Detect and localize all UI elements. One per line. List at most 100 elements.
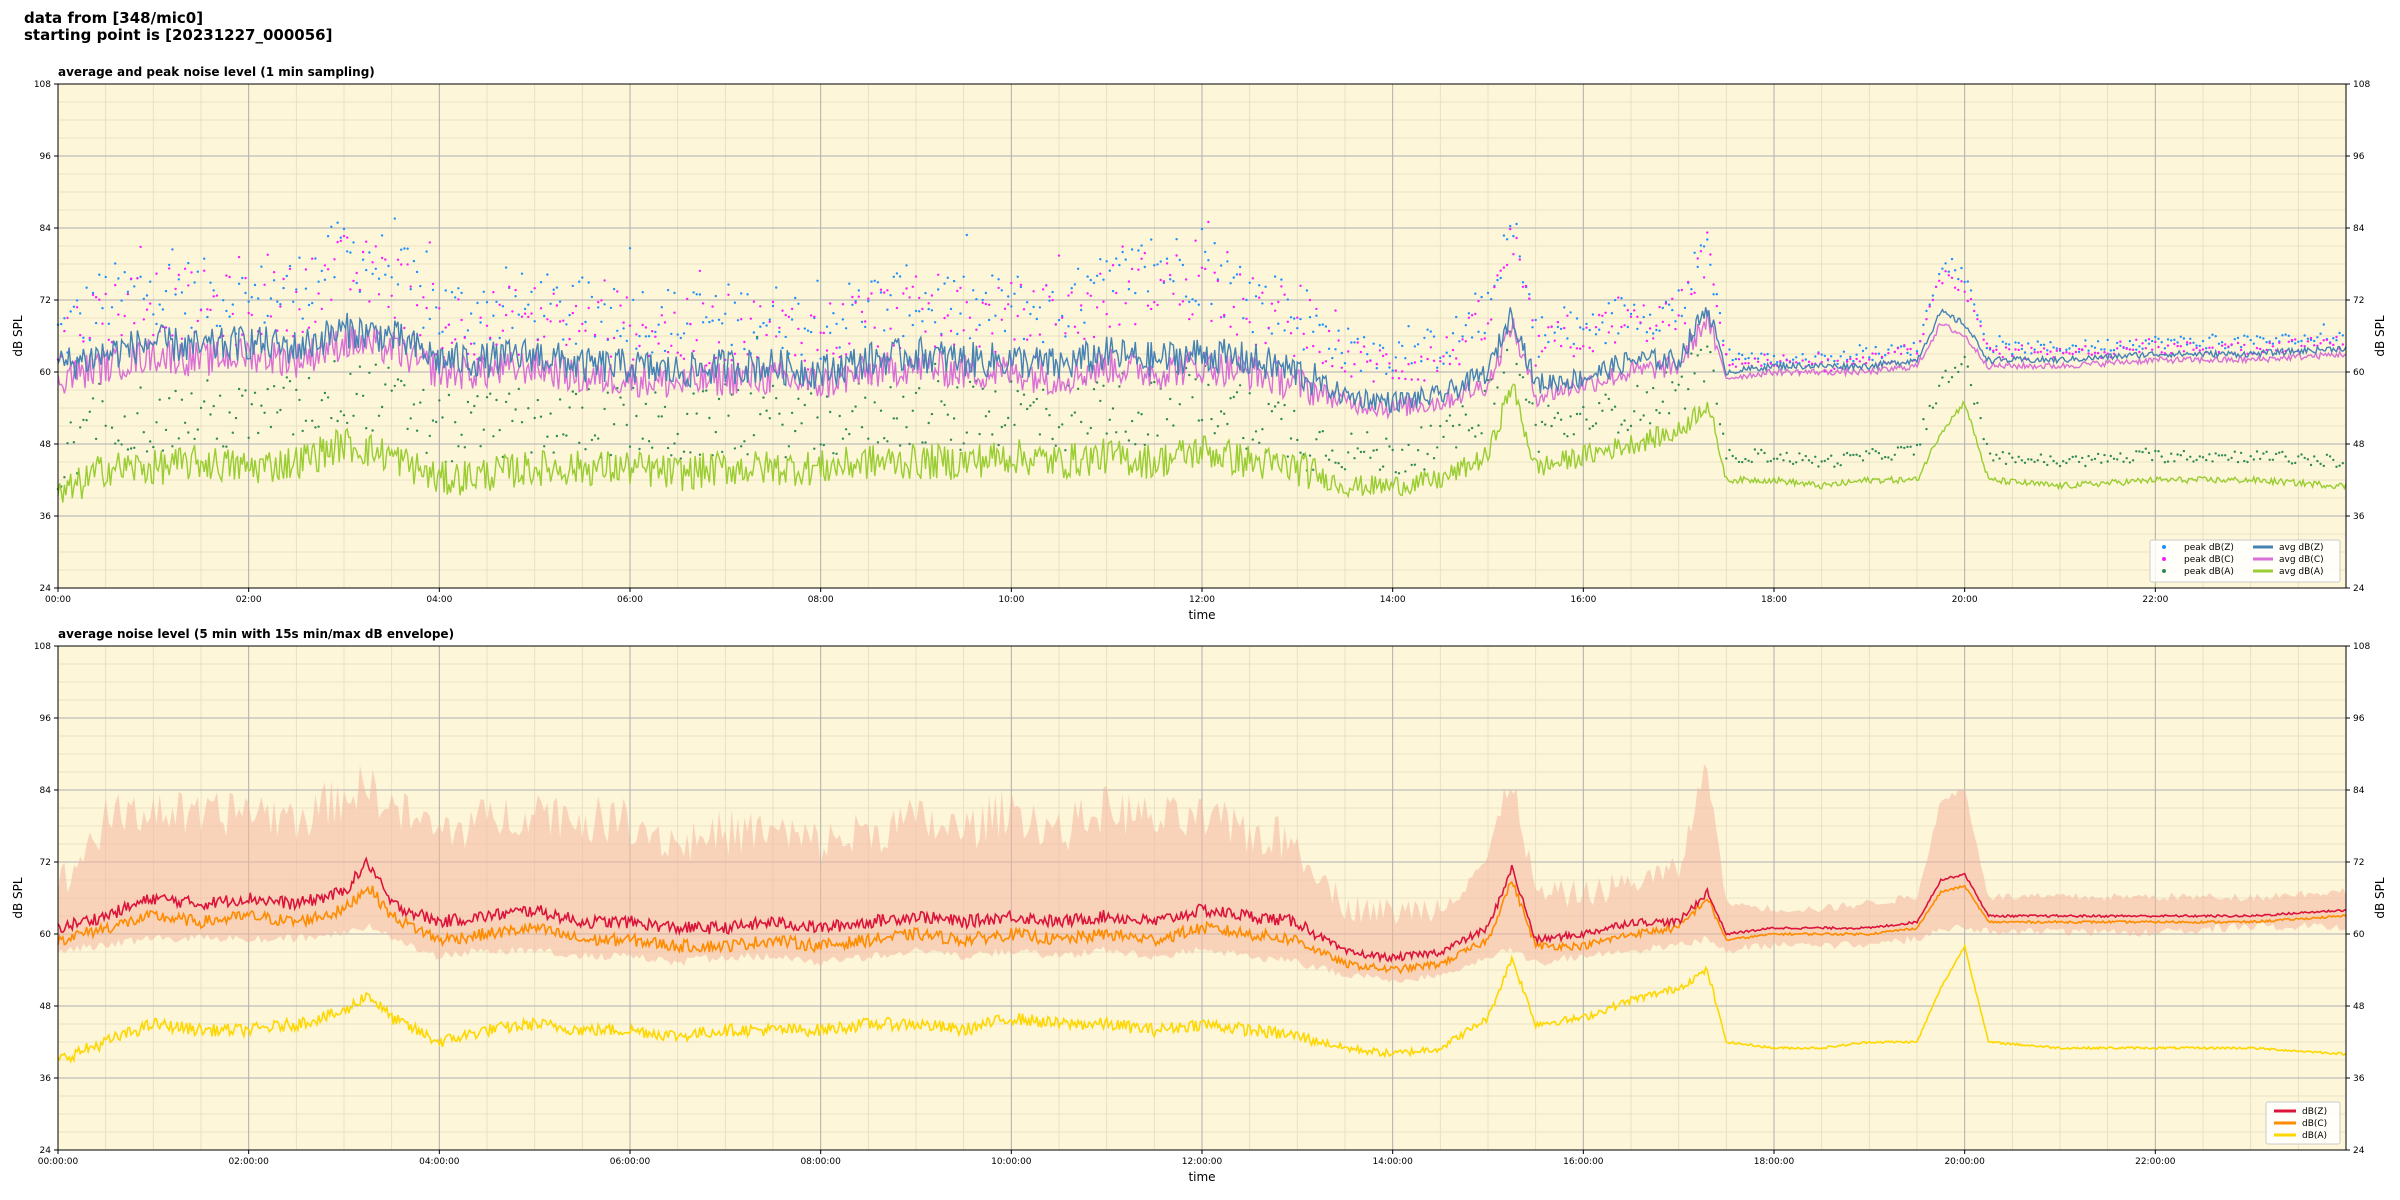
data-point xyxy=(1105,432,1108,435)
data-point xyxy=(1915,350,1919,353)
data-point xyxy=(663,405,667,409)
data-point xyxy=(1728,348,1731,351)
data-point xyxy=(949,438,953,441)
data-point xyxy=(263,283,266,286)
data-point xyxy=(149,440,152,443)
data-point xyxy=(1000,289,1003,292)
data-point xyxy=(924,291,927,295)
data-point xyxy=(1836,362,1839,366)
data-point xyxy=(2313,344,2316,347)
data-point xyxy=(1884,354,1887,357)
data-point xyxy=(66,442,69,445)
data-point xyxy=(1537,334,1541,338)
data-point xyxy=(2249,455,2252,458)
data-point xyxy=(1718,423,1722,426)
data-point xyxy=(1661,400,1665,403)
data-point xyxy=(1420,355,1423,358)
data-point xyxy=(1003,307,1007,310)
data-point xyxy=(1760,352,1763,355)
data-point xyxy=(1874,450,1877,453)
data-point xyxy=(1613,298,1617,302)
data-point xyxy=(1715,293,1719,296)
data-point xyxy=(695,339,698,342)
data-point xyxy=(625,339,628,343)
data-point xyxy=(304,268,308,271)
data-point xyxy=(854,301,857,304)
data-point xyxy=(498,428,501,432)
data-point xyxy=(2274,337,2278,340)
data-point xyxy=(333,360,336,363)
data-point xyxy=(1871,352,1874,355)
data-point xyxy=(552,288,555,291)
data-point xyxy=(578,329,581,333)
data-point xyxy=(2325,453,2329,456)
data-point xyxy=(2189,342,2192,345)
data-point xyxy=(616,329,619,332)
data-point xyxy=(422,296,425,299)
data-point xyxy=(183,267,187,270)
data-point xyxy=(1350,432,1353,435)
data-point xyxy=(946,276,949,279)
data-point xyxy=(69,421,72,424)
data-point xyxy=(508,285,511,288)
data-point xyxy=(431,282,435,286)
data-point xyxy=(1105,260,1108,263)
data-point xyxy=(152,445,155,449)
data-point xyxy=(1588,346,1591,349)
x-tick-label: 12:00 xyxy=(1189,595,1215,605)
data-point xyxy=(1420,360,1423,363)
data-point xyxy=(2217,454,2221,457)
data-point xyxy=(593,434,597,437)
data-point xyxy=(1359,350,1363,354)
data-point xyxy=(536,398,539,402)
data-point xyxy=(1003,424,1007,427)
data-point xyxy=(1207,383,1210,387)
data-point xyxy=(778,326,781,329)
data-point xyxy=(1982,332,1985,336)
data-point xyxy=(2233,338,2236,341)
data-point xyxy=(1461,335,1464,338)
data-point xyxy=(225,274,228,277)
data-point xyxy=(1928,404,1931,408)
data-point xyxy=(752,300,756,303)
data-point xyxy=(438,307,441,310)
data-point xyxy=(1992,459,1995,462)
data-point xyxy=(832,312,835,315)
data-point xyxy=(940,400,943,403)
data-point xyxy=(1512,234,1515,238)
data-point xyxy=(495,300,498,304)
data-point xyxy=(1181,300,1185,303)
data-point xyxy=(1188,317,1191,321)
data-point xyxy=(2303,456,2306,460)
data-point xyxy=(819,331,822,334)
data-point xyxy=(1194,378,1197,381)
data-point xyxy=(1658,329,1661,332)
data-point xyxy=(1356,337,1359,341)
series-line-dbc xyxy=(57,880,2347,975)
data-point xyxy=(2011,456,2014,459)
data-point xyxy=(2128,461,2132,464)
data-point xyxy=(215,324,219,327)
data-point xyxy=(2195,344,2198,347)
data-point xyxy=(517,313,520,316)
data-point xyxy=(1439,360,1442,363)
data-point xyxy=(1397,472,1401,475)
data-point xyxy=(126,292,130,296)
data-point xyxy=(1766,352,1769,356)
data-point xyxy=(1324,325,1328,328)
data-point xyxy=(654,330,657,334)
data-point xyxy=(1861,459,1865,462)
data-point xyxy=(1579,347,1582,350)
data-point xyxy=(2297,455,2300,458)
data-point xyxy=(775,286,778,289)
data-point xyxy=(1356,447,1359,450)
data-point xyxy=(1706,345,1709,348)
data-point xyxy=(485,301,489,304)
data-point xyxy=(2023,461,2027,464)
data-point xyxy=(2049,455,2052,458)
data-point xyxy=(1324,454,1328,457)
data-point xyxy=(2103,453,2106,457)
data-point xyxy=(1963,290,1966,293)
data-point xyxy=(91,291,95,295)
